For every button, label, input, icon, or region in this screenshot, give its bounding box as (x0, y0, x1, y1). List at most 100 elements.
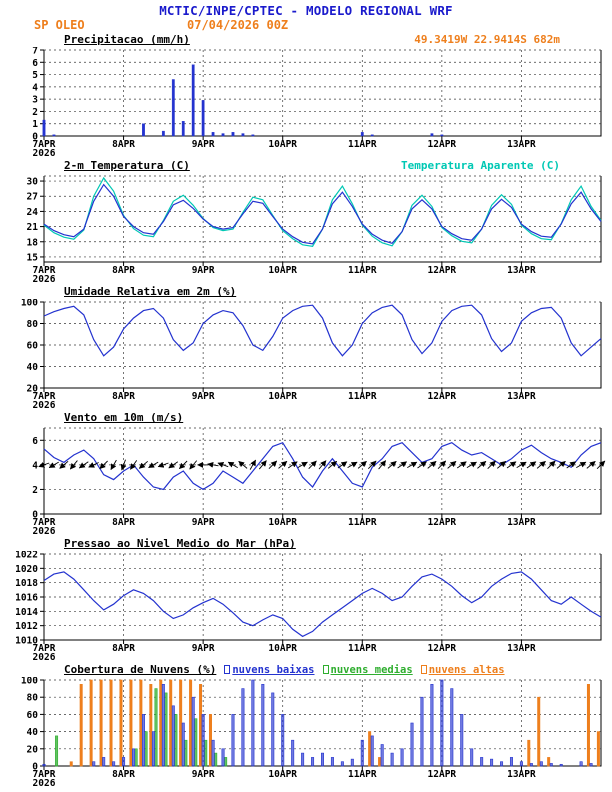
svg-text:7APR: 7APR (33, 769, 56, 780)
svg-text:12APR: 12APR (428, 139, 457, 150)
svg-text:8APR: 8APR (112, 643, 135, 654)
station-name: SP OLEO (34, 18, 85, 32)
svg-text:11APR: 11APR (348, 391, 377, 402)
svg-text:18: 18 (27, 237, 39, 248)
legend-item-high-clouds: nuvens altas (420, 663, 505, 676)
svg-text:7APR: 7APR (33, 391, 56, 402)
panel-clouds-title: Cobertura de Nuvens (%) (64, 663, 217, 676)
series-nuvens-baixas (42, 679, 593, 767)
high-clouds-legend-label: nuvens altas (428, 663, 505, 676)
mid-clouds-legend-label: nuvens medias (330, 663, 413, 676)
panel-humidity-title-row: Umidade Relativa em 2m (%) (0, 284, 612, 299)
header-row-2: SP OLEO 07/04/2026 00Z (0, 18, 612, 32)
svg-text:2026: 2026 (33, 778, 56, 788)
svg-text:8APR: 8APR (112, 769, 135, 780)
svg-text:2026: 2026 (33, 526, 56, 536)
header: MCTIC/INPE/CPTEC - MODELO REGIONAL WRF S… (0, 0, 612, 32)
svg-text:20: 20 (27, 744, 39, 755)
series-Temperatura-Aparente-(C) (43, 176, 602, 247)
svg-text:1016: 1016 (15, 593, 38, 604)
legend-item-low-clouds: nuvens baixas (224, 663, 315, 676)
series-Umidade-Relativa (43, 304, 602, 357)
series-Pressao-ao-Nivel-Medio-do-Mar (43, 571, 602, 638)
svg-text:10APR: 10APR (268, 643, 297, 654)
svg-text:2026: 2026 (33, 148, 56, 158)
svg-text:1020: 1020 (15, 564, 38, 575)
svg-text:11APR: 11APR (348, 517, 377, 528)
svg-text:80: 80 (27, 693, 39, 704)
svg-text:10APR: 10APR (268, 517, 297, 528)
wind-direction-arrows (38, 459, 606, 471)
panel-temperature: 2-m Temperatura (C) Temperatura Aparente… (0, 158, 612, 284)
humidity-data (43, 304, 602, 357)
svg-text:15: 15 (27, 252, 39, 263)
model-title: MCTIC/INPE/CPTEC - MODELO REGIONAL WRF (159, 3, 453, 18)
svg-text:100: 100 (21, 677, 38, 687)
svg-text:4: 4 (32, 82, 38, 93)
panel-precipitation-title-row: Precipitacao (mm/h) 49.3419W 22.9414S 68… (0, 32, 612, 47)
svg-text:9APR: 9APR (192, 139, 215, 150)
svg-text:8APR: 8APR (112, 517, 135, 528)
svg-text:0: 0 (32, 510, 38, 521)
panel-pressure-title: Pressao ao Nivel Medio do Mar (hPa) (64, 537, 296, 550)
svg-text:1014: 1014 (15, 607, 38, 618)
low-clouds-legend-label: nuvens baixas (232, 663, 315, 676)
svg-text:40: 40 (27, 727, 39, 738)
svg-text:9APR: 9APR (192, 769, 215, 780)
svg-text:40: 40 (27, 362, 39, 373)
apparent-temperature-legend: Temperatura Aparente (C) (401, 159, 560, 172)
panel-pressure-title-row: Pressao ao Nivel Medio do Mar (hPa) (0, 536, 612, 551)
series-nuvens-altas (69, 679, 600, 767)
svg-text:7APR: 7APR (33, 643, 56, 654)
run-datetime: 07/04/2026 00Z (187, 18, 289, 32)
wind-data (38, 441, 606, 491)
panel-wind-title-row: Vento em 10m (m/s) (0, 410, 612, 425)
svg-text:7: 7 (32, 47, 38, 57)
svg-text:30: 30 (27, 177, 39, 188)
svg-text:11APR: 11APR (348, 643, 377, 654)
svg-text:8APR: 8APR (112, 139, 135, 150)
svg-text:9APR: 9APR (192, 391, 215, 402)
svg-text:13APR: 13APR (507, 517, 536, 528)
precipitation-data (42, 64, 444, 137)
svg-text:2: 2 (32, 107, 38, 118)
svg-text:2026: 2026 (33, 652, 56, 662)
svg-text:7APR: 7APR (33, 139, 56, 150)
svg-text:0: 0 (32, 762, 38, 773)
svg-text:1: 1 (32, 119, 38, 130)
series-Velocidade-do-Vento (43, 441, 602, 491)
svg-text:10APR: 10APR (268, 139, 297, 150)
series-2-m-Temperatura-(C) (43, 183, 602, 245)
panel-humidity-title: Umidade Relativa em 2m (%) (64, 285, 237, 298)
svg-text:100: 100 (21, 299, 38, 309)
panel-clouds-title-row: Cobertura de Nuvens (%) nuvens baixas nu… (0, 662, 612, 677)
svg-text:1010: 1010 (15, 636, 38, 647)
svg-text:5: 5 (32, 70, 38, 81)
svg-text:12APR: 12APR (428, 643, 457, 654)
clouds-data (42, 679, 600, 767)
panel-precipitation-title: Precipitacao (mm/h) (64, 33, 190, 46)
svg-text:8APR: 8APR (112, 265, 135, 276)
series-nuvens-medias (55, 688, 228, 767)
svg-text:3: 3 (32, 95, 38, 106)
svg-text:13APR: 13APR (507, 769, 536, 780)
legend-item-mid-clouds: nuvens medias (322, 663, 413, 676)
svg-text:6: 6 (32, 436, 38, 447)
pressure-data (43, 571, 602, 638)
svg-text:60: 60 (27, 341, 39, 352)
svg-text:2026: 2026 (33, 400, 56, 410)
svg-text:10APR: 10APR (268, 769, 297, 780)
svg-text:12APR: 12APR (428, 391, 457, 402)
panel-temperature-title-row: 2-m Temperatura (C) Temperatura Aparente… (0, 158, 612, 173)
svg-text:10APR: 10APR (268, 391, 297, 402)
